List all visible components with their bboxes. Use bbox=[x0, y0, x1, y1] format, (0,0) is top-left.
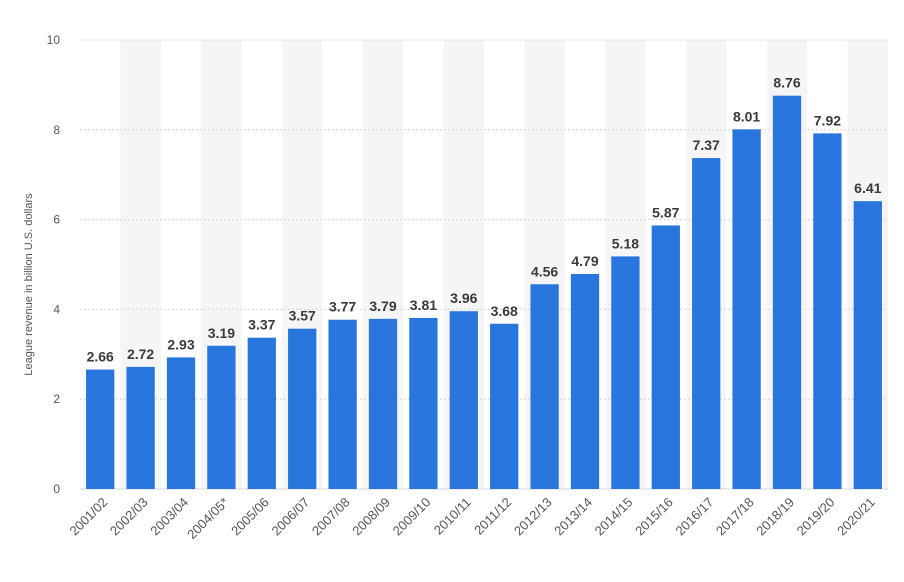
x-tick-label: 2007/08 bbox=[309, 495, 353, 539]
bar bbox=[166, 357, 196, 489]
bar bbox=[813, 133, 842, 489]
y-tick-label: 6 bbox=[53, 213, 60, 227]
data-label: 8.01 bbox=[733, 108, 760, 124]
bar bbox=[449, 311, 478, 489]
bar bbox=[692, 158, 721, 489]
x-tick-label: 2012/13 bbox=[511, 495, 555, 539]
data-label: 4.56 bbox=[531, 263, 558, 279]
data-label: 8.76 bbox=[773, 75, 800, 91]
data-label: 3.19 bbox=[208, 325, 235, 341]
data-label: 6.41 bbox=[854, 180, 881, 196]
x-tick-label: 2018/19 bbox=[753, 495, 797, 539]
x-tick-label: 2019/20 bbox=[794, 495, 838, 539]
bar bbox=[247, 337, 276, 489]
x-tick-label: 2010/11 bbox=[431, 495, 474, 538]
bar bbox=[409, 317, 438, 489]
bar bbox=[207, 345, 236, 489]
bar bbox=[732, 129, 761, 489]
data-label: 3.68 bbox=[491, 303, 518, 319]
data-label: 3.81 bbox=[410, 297, 437, 313]
y-tick-label: 8 bbox=[53, 123, 60, 137]
y-axis-ticks: 0 2 4 6 8 10 bbox=[47, 33, 61, 496]
y-tick-label: 0 bbox=[53, 482, 60, 496]
data-label: 2.93 bbox=[167, 336, 194, 352]
bar bbox=[651, 225, 680, 489]
data-label: 7.92 bbox=[814, 112, 841, 128]
x-tick-label: 2009/10 bbox=[390, 495, 434, 539]
x-axis-ticks: 2001/022002/032003/042004/05*2005/062006… bbox=[66, 495, 877, 542]
data-label: 3.57 bbox=[289, 308, 316, 324]
x-tick-label: 2004/05* bbox=[184, 495, 231, 542]
y-tick-label: 10 bbox=[47, 33, 61, 47]
data-label: 3.79 bbox=[369, 298, 396, 314]
x-tick-label: 2017/18 bbox=[713, 495, 757, 539]
x-tick-label: 2016/17 bbox=[672, 495, 716, 539]
y-axis-title: League revenue in billion U.S. dollars bbox=[23, 193, 35, 376]
bar bbox=[126, 366, 155, 489]
x-tick-label: 2005/06 bbox=[228, 495, 272, 539]
x-tick-label: 2001/02 bbox=[66, 495, 110, 539]
x-tick-label: 2013/14 bbox=[551, 495, 595, 539]
data-label: 3.37 bbox=[248, 317, 275, 333]
x-tick-label: 2020/21 bbox=[834, 495, 878, 539]
bar bbox=[86, 369, 115, 489]
bar bbox=[853, 201, 882, 490]
x-tick-label: 2014/15 bbox=[592, 495, 636, 539]
bar bbox=[530, 284, 559, 489]
data-label: 2.72 bbox=[127, 346, 154, 362]
data-label: 2.66 bbox=[87, 349, 114, 365]
x-tick-label: 2015/16 bbox=[632, 495, 676, 539]
data-label: 3.77 bbox=[329, 299, 356, 315]
data-label: 5.18 bbox=[612, 235, 639, 251]
x-tick-label: 2008/09 bbox=[349, 495, 393, 539]
x-tick-label: 2006/07 bbox=[268, 495, 312, 539]
data-label: 3.96 bbox=[450, 290, 477, 306]
bar bbox=[288, 328, 317, 489]
data-label: 5.87 bbox=[652, 204, 679, 220]
bar bbox=[611, 256, 640, 489]
bar bbox=[772, 95, 802, 490]
data-labels: 2.66 2.72 2.93 3.19 3.37 3.57 3.77 3.79 3.81 3.96… bbox=[87, 75, 882, 365]
bar bbox=[570, 273, 600, 489]
data-label: 7.37 bbox=[693, 137, 720, 153]
x-tick-label: 2011/12 bbox=[471, 495, 514, 538]
bar bbox=[490, 323, 519, 489]
y-tick-label: 2 bbox=[53, 392, 60, 406]
x-tick-label: 2002/03 bbox=[107, 495, 151, 539]
y-tick-label: 4 bbox=[53, 302, 60, 316]
data-label: 4.79 bbox=[571, 253, 598, 269]
bars bbox=[86, 95, 882, 490]
bar bbox=[368, 318, 398, 489]
bar bbox=[328, 319, 357, 489]
